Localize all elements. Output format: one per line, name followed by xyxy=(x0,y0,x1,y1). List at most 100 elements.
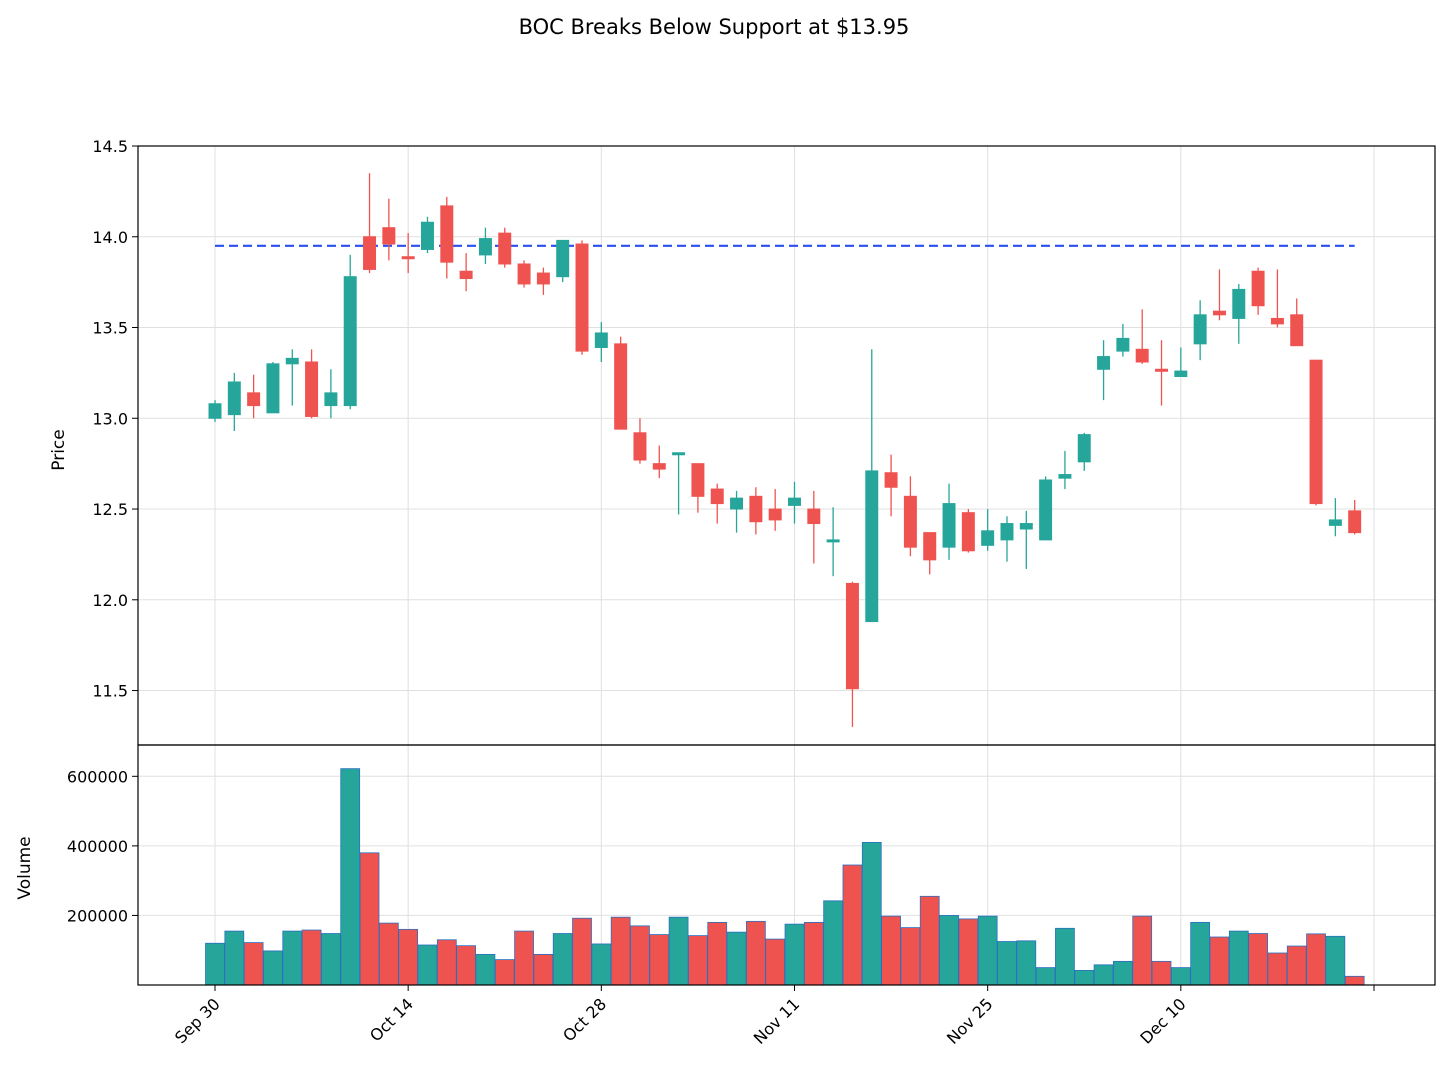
candle-body xyxy=(652,463,666,470)
candle-body xyxy=(498,232,512,265)
candle-body xyxy=(382,227,396,245)
volume-bar xyxy=(649,934,670,986)
volume-ytick-label: 200000 xyxy=(67,906,128,925)
volume-bar xyxy=(610,916,631,986)
candle-body xyxy=(247,392,261,407)
volume-bar xyxy=(707,921,728,986)
volume-bar xyxy=(1286,945,1307,986)
volume-bar xyxy=(842,864,863,986)
volume-bar xyxy=(1074,969,1095,986)
price-ytick-label: 14.0 xyxy=(92,228,128,247)
candle-body xyxy=(672,452,686,456)
volume-bar xyxy=(359,852,380,986)
volume-bar xyxy=(939,915,959,986)
candle-body xyxy=(826,539,840,543)
price-ytick-label: 14.5 xyxy=(92,137,128,156)
volume-bar xyxy=(572,917,592,986)
volume-bar xyxy=(803,921,824,986)
candle-body xyxy=(942,503,956,548)
chart-title: BOC Breaks Below Support at $13.95 xyxy=(519,15,910,39)
price-ytick-label: 11.5 xyxy=(92,682,128,701)
candle-body xyxy=(1155,368,1169,372)
volume-bar xyxy=(977,915,998,986)
candle-body xyxy=(691,463,705,497)
candle-body xyxy=(1251,270,1265,307)
volume-bar xyxy=(1209,936,1230,986)
volume-bar xyxy=(823,900,843,986)
candle-body xyxy=(845,582,859,690)
volume-bar xyxy=(1035,967,1056,986)
candle-body xyxy=(517,263,531,285)
candle-body xyxy=(208,403,222,419)
candle-body xyxy=(1116,337,1130,352)
price-ytick-label: 13.0 xyxy=(92,409,128,428)
candle-body xyxy=(1232,288,1246,319)
volume-bar xyxy=(861,841,882,986)
volume-bar xyxy=(1325,935,1346,986)
volume-ytick-label: 600000 xyxy=(67,767,128,786)
candle-body xyxy=(536,272,550,285)
volume-bar xyxy=(900,927,921,986)
candle-body xyxy=(343,276,357,407)
candle-body xyxy=(1097,356,1111,370)
candle-body xyxy=(227,381,241,416)
volume-bar xyxy=(1190,921,1211,986)
candle-body xyxy=(459,270,473,280)
volume-bar xyxy=(784,923,805,986)
candles-layer xyxy=(208,173,1362,727)
volume-bar xyxy=(591,943,612,986)
candle-body xyxy=(1309,359,1323,505)
volume-bar xyxy=(1267,952,1288,986)
volume-bar xyxy=(321,933,341,986)
volume-bar xyxy=(1248,933,1268,986)
candle-body xyxy=(1212,310,1226,316)
price-ytick-label: 13.5 xyxy=(92,319,128,338)
volume-bar xyxy=(997,941,1017,986)
candle-body xyxy=(363,236,377,270)
candle-body xyxy=(923,532,937,561)
candle-body xyxy=(1000,523,1014,541)
candle-body xyxy=(478,238,492,256)
volume-bar xyxy=(1093,964,1114,986)
price-axis-label: Price xyxy=(49,429,69,470)
candle-body xyxy=(730,497,744,510)
price-ytick-label: 12.5 xyxy=(92,500,128,519)
volume-bar xyxy=(243,942,264,986)
volume-bar xyxy=(514,930,534,986)
xtick-label: Nov 25 xyxy=(943,994,997,1048)
candle-body xyxy=(1058,474,1072,479)
candle-body xyxy=(749,495,763,523)
volume-bar xyxy=(958,918,979,986)
xtick-label: Dec 10 xyxy=(1136,994,1189,1047)
candle-body xyxy=(1174,370,1188,378)
tick-labels-layer: 11.5 12.0 12.5 13.0 13.5 14.0 14.5 200000 400000… xyxy=(67,137,1190,1048)
candle-body xyxy=(1328,519,1342,526)
volume-bar xyxy=(726,931,747,986)
volume-bar xyxy=(456,945,476,986)
price-grid xyxy=(138,145,1435,745)
price-panel-frame xyxy=(137,145,1436,746)
volume-bar xyxy=(881,915,901,986)
candle-body xyxy=(1290,314,1304,347)
candle-body xyxy=(633,432,647,461)
volume-bars-layer xyxy=(205,768,1365,986)
candle-body xyxy=(1039,479,1053,541)
volume-axis-label: Volume xyxy=(15,836,35,899)
candle-body xyxy=(1077,434,1091,463)
candle-body xyxy=(440,205,454,263)
xtick-label: Nov 11 xyxy=(750,994,804,1048)
volume-bar xyxy=(668,916,689,986)
volume-bar xyxy=(378,922,399,986)
volume-bar xyxy=(919,895,940,986)
candle-body xyxy=(266,363,280,414)
candle-body xyxy=(420,221,434,250)
candle-body xyxy=(865,470,879,623)
volume-bar xyxy=(475,953,496,986)
volume-bar xyxy=(1055,927,1075,986)
candle-body xyxy=(903,495,917,548)
volume-bar xyxy=(436,939,457,986)
volume-bar xyxy=(1132,915,1153,986)
volume-bar xyxy=(746,920,766,986)
candle-body xyxy=(1348,510,1362,534)
